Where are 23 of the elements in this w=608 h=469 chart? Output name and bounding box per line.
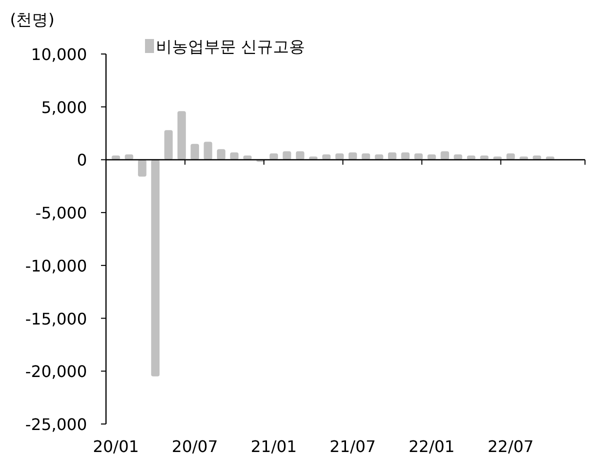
y-tick-label: 0 xyxy=(76,150,87,170)
x-tick-label: 22/01 xyxy=(408,437,455,456)
legend-label: 비농업부문 신규고용 xyxy=(156,37,306,56)
bar xyxy=(216,149,226,160)
bar xyxy=(177,111,186,160)
y-tick-label: 10,000 xyxy=(31,45,87,64)
bar xyxy=(190,144,200,160)
y-tick-label: -25,000 xyxy=(25,415,87,434)
y-tick-label: -5,000 xyxy=(35,204,87,223)
y-tick-label: 5,000 xyxy=(41,98,87,117)
bar xyxy=(204,142,212,160)
bar xyxy=(138,160,146,177)
x-tick-label: 21/01 xyxy=(250,437,297,456)
bar xyxy=(164,130,173,160)
x-tick-label: 22/07 xyxy=(488,437,534,456)
y-tick-label: -10,000 xyxy=(25,256,87,276)
y-axis-title: (천명) xyxy=(10,10,54,29)
y-tick-label: -20,000 xyxy=(25,362,87,382)
x-tick-label: 20/01 xyxy=(92,437,139,456)
bar xyxy=(151,160,160,376)
y-tick-label: -15,000 xyxy=(25,309,87,328)
x-tick-label: 20/07 xyxy=(172,437,218,456)
x-tick-label: 21/07 xyxy=(330,437,376,456)
